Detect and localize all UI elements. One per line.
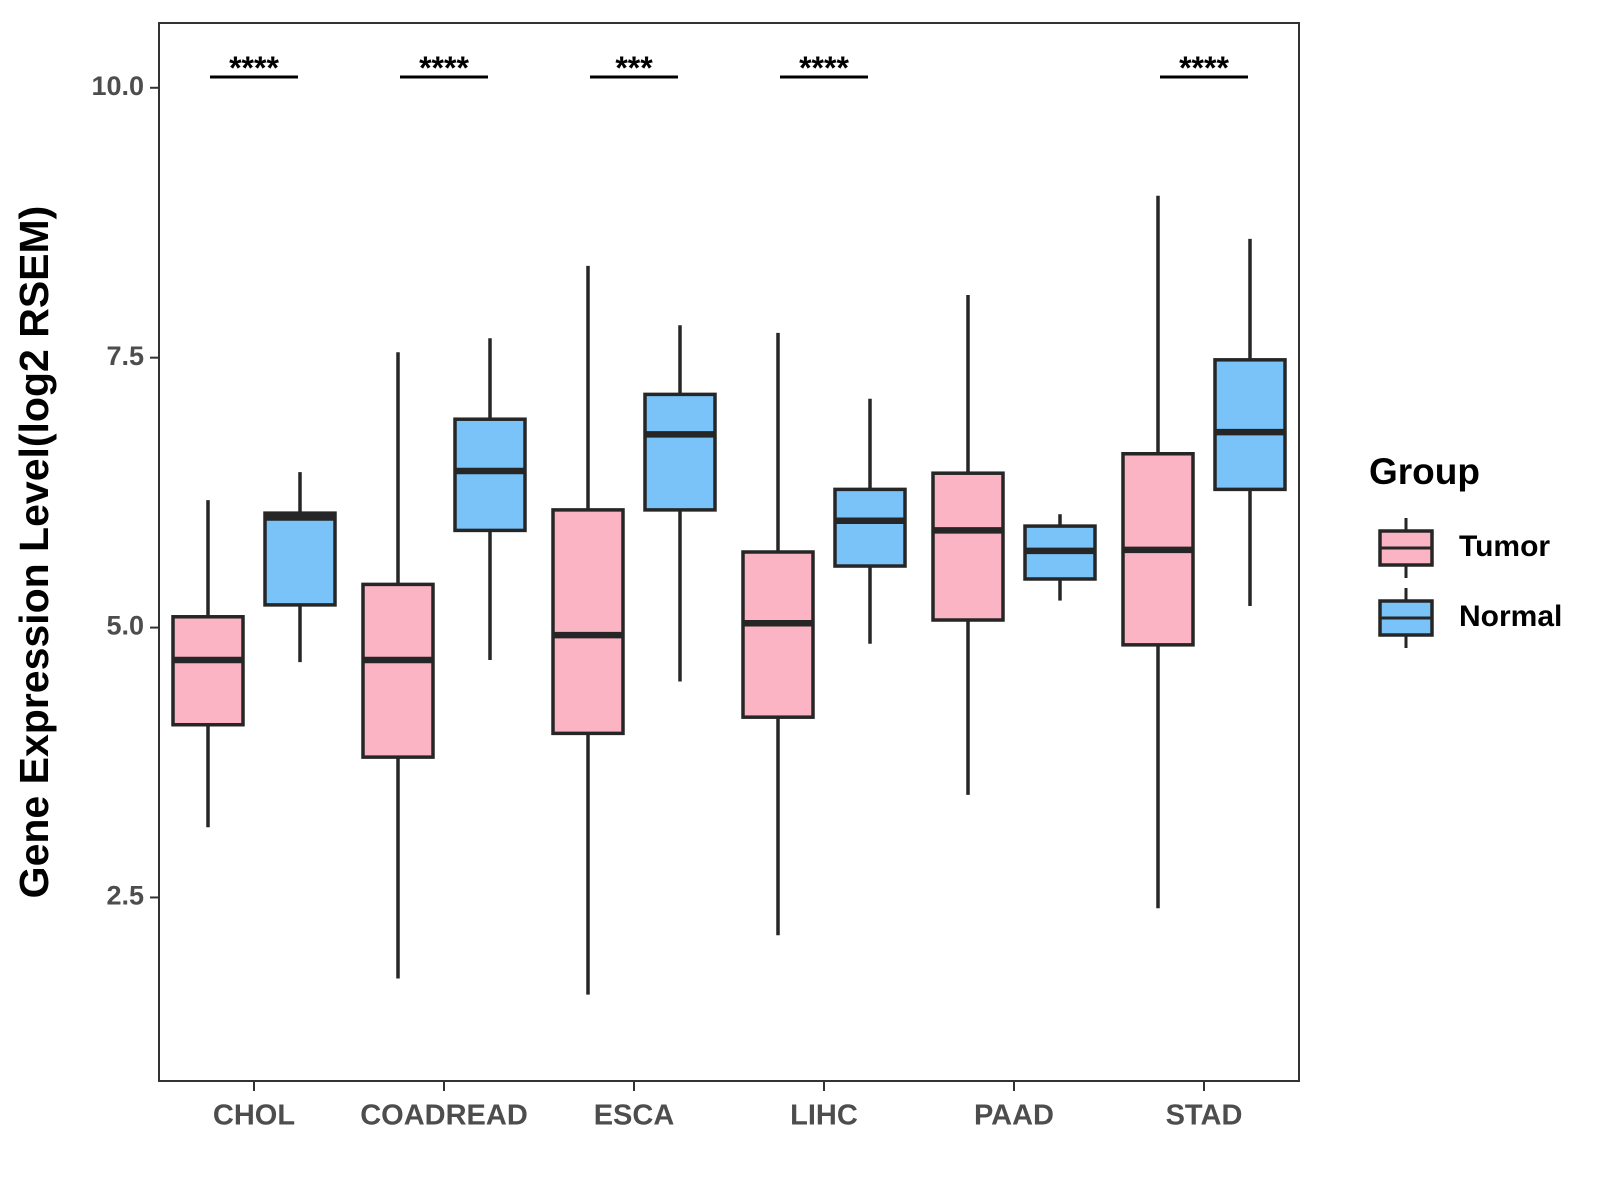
box-tumor-chol (171, 500, 245, 828)
y-tick-label: 7.5 (106, 341, 144, 371)
significance-stars: **** (799, 50, 849, 86)
x-tick-label: STAD (1166, 1100, 1243, 1132)
box-tumor-lihc (741, 332, 815, 936)
significance-stars: **** (419, 50, 469, 86)
significance-stars: *** (615, 50, 653, 86)
box-normal-lihc (833, 398, 907, 644)
box-body (551, 508, 625, 736)
box-tumor-stad (1121, 195, 1195, 909)
legend: Group Tumor Normal (1369, 451, 1562, 648)
box-tumor-coadread (361, 352, 435, 979)
y-tick-label: 10.0 (91, 71, 144, 101)
box-normal-chol (263, 472, 337, 663)
significance-layer: **** **** *** **** **** (210, 50, 1248, 86)
x-tick-label: PAAD (974, 1100, 1054, 1132)
box-normal-paad (1023, 514, 1097, 601)
y-axis-label: Gene Expression Level(log2 RSEM) (11, 206, 57, 899)
box-body (263, 511, 337, 607)
box-normal-coadread (453, 338, 527, 660)
box-normal-stad (1213, 238, 1287, 606)
x-axis: CHOL COADREAD ESCA LIHC PAAD STAD (213, 1081, 1242, 1132)
box-body (741, 550, 815, 719)
box-layer (171, 195, 1287, 995)
plot-panel (158, 22, 1300, 1082)
y-tick-label: 2.5 (106, 881, 144, 911)
legend-item-tumor: Tumor (1378, 518, 1550, 578)
box-tumor-paad (931, 295, 1005, 795)
box-body (171, 615, 245, 727)
y-axis: 2.5 5.0 7.5 10.0 (91, 71, 159, 911)
box-body (643, 392, 717, 512)
x-tick-label: LIHC (790, 1100, 858, 1132)
box-body (453, 417, 527, 533)
box-body (1213, 358, 1287, 492)
box-body (361, 582, 435, 759)
y-tick-label: 5.0 (106, 611, 144, 641)
legend-item-normal: Normal (1378, 588, 1562, 648)
box-body (833, 487, 907, 568)
legend-title: Group (1369, 451, 1480, 492)
legend-label: Tumor (1459, 530, 1550, 563)
significance-stars: **** (229, 50, 279, 86)
box-normal-esca (643, 325, 717, 682)
significance-stars: **** (1179, 50, 1229, 86)
box-tumor-esca (551, 265, 625, 995)
x-tick-label: COADREAD (360, 1100, 528, 1132)
legend-label: Normal (1459, 600, 1562, 633)
box-body (931, 471, 1005, 622)
x-tick-label: ESCA (594, 1100, 675, 1132)
x-tick-label: CHOL (213, 1100, 295, 1132)
